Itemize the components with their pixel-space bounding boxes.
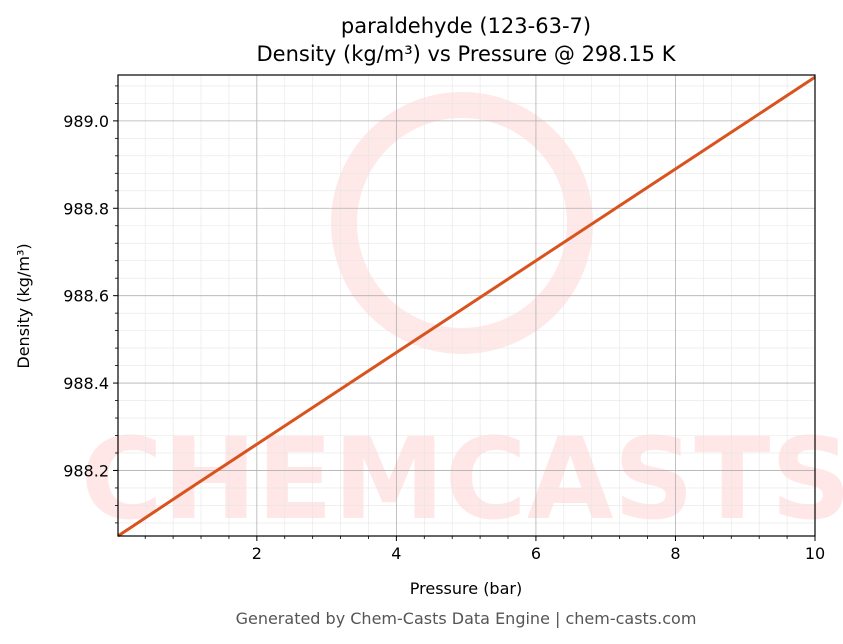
y-tick-label: 988.8	[63, 199, 109, 218]
y-tick-label: 988.6	[63, 287, 109, 306]
series-layer	[117, 75, 816, 538]
chart-subtitle: Density (kg/m³) vs Pressure @ 298.15 K	[256, 42, 676, 66]
x-tick-label: 6	[531, 544, 541, 563]
y-tick-label: 988.2	[63, 461, 109, 480]
watermark-text: CHEMCASTS	[81, 415, 843, 545]
x-axis-label: Pressure (bar)	[410, 579, 522, 598]
footer-credit: Generated by Chem-Casts Data Engine | ch…	[236, 609, 697, 628]
x-tick-label: 10	[805, 544, 825, 563]
chart-title: paraldehyde (123-63-7)	[341, 14, 591, 38]
minor-gridlines	[118, 75, 815, 536]
y-tick-label: 988.4	[63, 374, 109, 393]
watermark-logo-icon	[331, 92, 593, 354]
y-axis-label: Density (kg/m³)	[14, 243, 33, 368]
chemcasts-watermark: CHEMCASTS	[81, 92, 843, 545]
x-tick-label: 8	[670, 544, 680, 563]
axis-ticks: 2 4 6 8 10 988.2 988.4 988.6 988.8 989.0	[63, 85, 825, 563]
x-tick-label: 2	[252, 544, 262, 563]
plot-frame	[117, 74, 816, 537]
x-tick-label: 4	[391, 544, 401, 563]
y-tick-label: 989.0	[63, 112, 109, 131]
density-series-line	[117, 75, 816, 538]
